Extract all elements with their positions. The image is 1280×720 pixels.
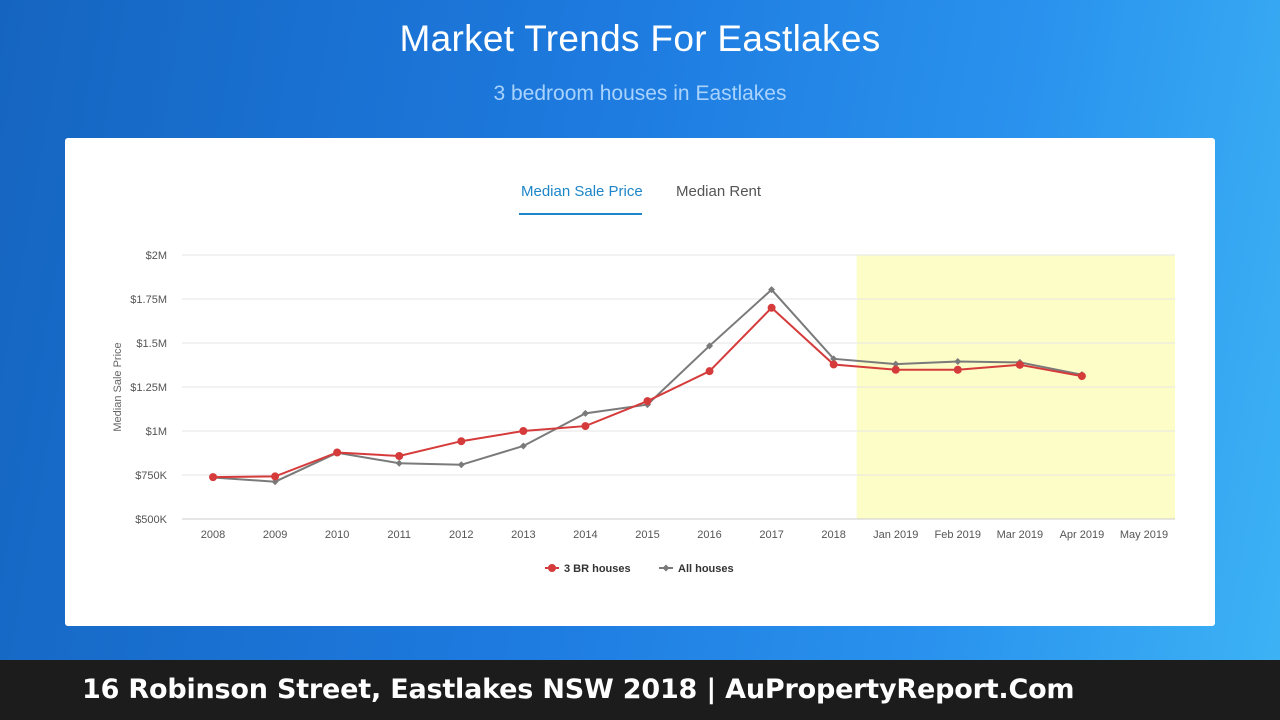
y-tick-label: $1.25M (130, 382, 167, 394)
data-point (581, 422, 590, 431)
x-tick-label: May 2019 (1120, 529, 1168, 541)
x-tick-label: 2018 (821, 529, 845, 541)
data-point (643, 397, 652, 406)
x-tick-label: 2014 (573, 529, 597, 541)
data-point (829, 360, 838, 369)
data-point (209, 473, 218, 482)
data-point (892, 360, 900, 368)
chart-card: Median Sale Price Median Rent $500K $750K… (65, 138, 1215, 626)
legend-label: All houses (678, 563, 734, 575)
x-tick-label: 2012 (449, 529, 473, 541)
y-tick-label: $1M (146, 426, 167, 438)
data-point (271, 472, 280, 481)
x-tick-label: Mar 2019 (997, 529, 1043, 541)
tab-median-rent[interactable]: Median Rent (676, 183, 762, 200)
footer-text: 16 Robinson Street, Eastlakes NSW 2018 |… (82, 674, 1075, 705)
y-tick-label: $1.75M (130, 294, 167, 306)
data-point (706, 342, 714, 350)
data-point (705, 367, 714, 376)
data-point (768, 286, 776, 294)
legend-marker (548, 564, 556, 572)
data-point (519, 442, 527, 450)
x-tick-label: 2013 (511, 529, 535, 541)
data-point (395, 459, 403, 467)
line-chart: $500K $750K $1M $1.25M $1.5M $1.75M $2M 2008 200… (112, 250, 1175, 575)
x-tick-label: 2017 (759, 529, 783, 541)
footer-bar: 16 Robinson Street, Eastlakes NSW 2018 |… (0, 660, 1280, 720)
data-point (767, 303, 776, 312)
x-tick-label: 2015 (635, 529, 659, 541)
page-title: Market Trends For Eastlakes (399, 18, 881, 59)
y-tick-label: $750K (135, 470, 167, 482)
data-point (395, 451, 404, 460)
data-point (830, 355, 838, 363)
x-tick-label: 2011 (387, 529, 411, 541)
data-point (457, 461, 465, 469)
x-tick-label: Feb 2019 (935, 529, 981, 541)
data-point (519, 427, 528, 435)
x-tick-label: 2010 (325, 529, 349, 541)
data-point (1015, 360, 1024, 369)
y-tick-label: $1.5M (136, 338, 167, 350)
legend-marker (662, 564, 670, 572)
y-tick-label: $2M (146, 250, 167, 262)
x-tick-label: 2016 (697, 529, 721, 541)
data-point (333, 448, 342, 457)
data-point (953, 365, 962, 374)
x-tick-label: Jan 2019 (873, 529, 918, 541)
data-point (581, 409, 589, 417)
legend-label: 3 BR houses (564, 563, 631, 575)
x-tick-label: 2009 (263, 529, 287, 541)
page-subtitle: 3 bedroom houses in Eastlakes (493, 82, 787, 105)
x-tick-label: Apr 2019 (1060, 529, 1105, 541)
data-point (891, 365, 900, 374)
y-tick-label: $500K (135, 514, 167, 526)
y-axis-label: Median Sale Price (112, 342, 124, 431)
data-point (954, 357, 962, 365)
data-point (457, 437, 466, 446)
tab-median-sale-price[interactable]: Median Sale Price (521, 183, 643, 200)
x-tick-label: 2008 (201, 529, 225, 541)
active-tab-indicator (519, 213, 642, 215)
data-point (1077, 372, 1086, 381)
